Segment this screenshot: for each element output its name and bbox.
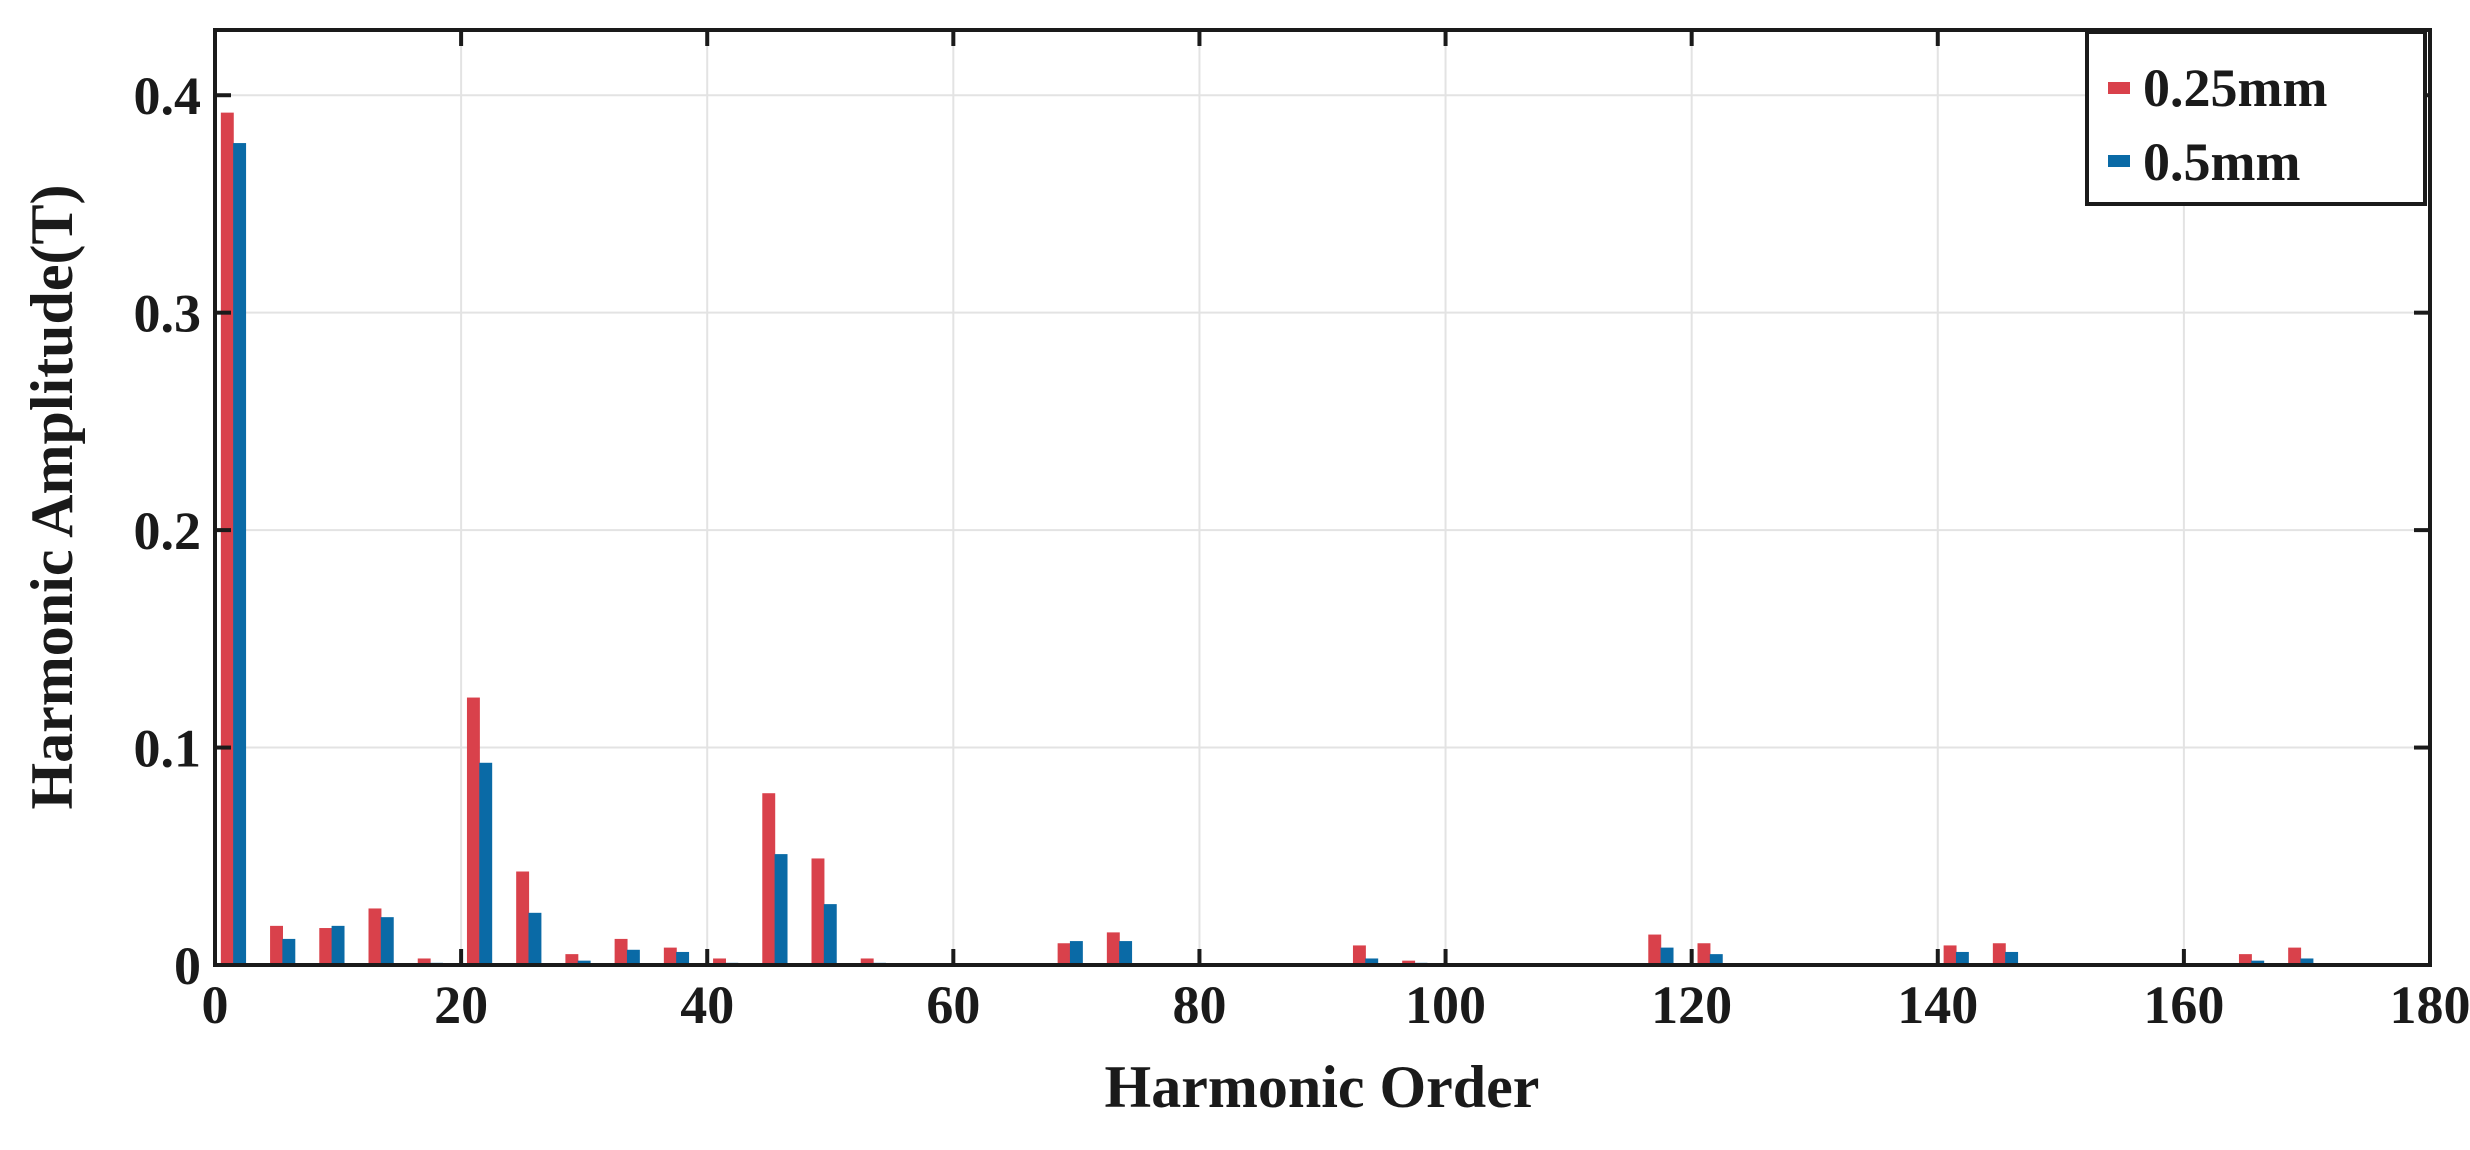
y-tick-label: 0.2	[134, 501, 202, 561]
bar-0.25mm-h17	[417, 958, 431, 965]
bar-0.5mm-h50	[823, 904, 837, 965]
bar-0.25mm-h73	[1106, 932, 1120, 965]
bar-0.25mm-h145	[1992, 943, 2006, 965]
bar-0.25mm-h165	[2238, 954, 2252, 965]
bar-0.5mm-h70	[1069, 941, 1083, 965]
bar-0.5mm-h46	[774, 854, 788, 965]
bar-0.25mm-h69	[1057, 943, 1071, 965]
bar-0.5mm-h170	[2300, 958, 2314, 965]
bar-0.25mm-h53	[860, 958, 874, 965]
y-tick-label: 0.3	[134, 284, 202, 344]
bar-0.25mm-h121	[1697, 943, 1711, 965]
plot-background	[215, 30, 2430, 965]
bar-0.25mm-h93	[1352, 945, 1366, 965]
y-axis-title: Harmonic Amplitude(T)	[19, 185, 85, 810]
y-tick-label: 0.4	[134, 66, 202, 126]
x-tick-label: 0	[202, 975, 229, 1035]
bar-0.25mm-h21	[466, 697, 480, 965]
bar-0.5mm-h6	[282, 938, 296, 965]
bar-0.5mm-h22	[479, 762, 493, 965]
bar-0.5mm-h94	[1365, 958, 1379, 965]
bar-0.25mm-h13	[368, 908, 382, 965]
x-tick-label: 140	[1897, 975, 1978, 1035]
bar-0.25mm-h97	[1402, 960, 1416, 965]
bar-0.5mm-h146	[2005, 951, 2019, 965]
bar-0.5mm-h14	[380, 917, 394, 965]
bar-0.25mm-h9	[319, 928, 333, 965]
bar-0.5mm-h118	[1660, 947, 1674, 965]
bar-0.5mm-h74	[1119, 941, 1133, 965]
legend-label-0.25mm: 0.25mm	[2143, 58, 2327, 118]
bars	[220, 112, 2314, 965]
x-tick-label: 160	[2143, 975, 2224, 1035]
x-tick-label: 20	[434, 975, 488, 1035]
bar-0.5mm-h30	[577, 960, 591, 965]
x-tick-label: 100	[1405, 975, 1486, 1035]
bar-0.5mm-h38	[676, 951, 690, 965]
bar-0.5mm-h122	[1709, 954, 1723, 965]
bar-0.25mm-h25	[516, 871, 530, 965]
legend-swatch-0.25mm	[2108, 82, 2130, 94]
x-tick-label: 120	[1651, 975, 1732, 1035]
bar-0.25mm-h29	[565, 954, 579, 965]
bar-0.5mm-h10	[331, 925, 345, 965]
bar-0.25mm-h37	[663, 947, 677, 965]
bar-0.25mm-h141	[1943, 945, 1957, 965]
bar-0.25mm-h41	[713, 958, 726, 965]
x-tick-label: 80	[1172, 975, 1226, 1035]
legend-swatch-0.5mm	[2108, 155, 2130, 167]
bar-0.5mm-h166	[2251, 960, 2265, 965]
legend-box	[2085, 30, 2427, 206]
bar-0.25mm-h117	[1648, 934, 1662, 965]
bar-0.25mm-h45	[762, 793, 776, 965]
y-tick-label: 0	[174, 936, 201, 996]
legend: 0.25mm 0.5mm	[2085, 30, 2427, 206]
bar-0.5mm-h2	[233, 143, 247, 965]
bar-0.5mm-h26	[528, 912, 542, 965]
bar-0.25mm-h5	[270, 925, 283, 965]
bar-0.25mm-h1	[220, 112, 234, 965]
plot-frame	[213, 28, 2432, 967]
x-tick-label: 180	[2390, 975, 2470, 1035]
bar-0.5mm-h34	[626, 949, 640, 965]
tick-labels: 0 20 40 60 80 100 120 140 160 180 0 0.1 0.2 0.3 0.4	[134, 66, 2470, 1035]
x-tick-label: 40	[680, 975, 734, 1035]
y-tick-label: 0.1	[134, 719, 202, 779]
bar-0.5mm-h142	[1955, 951, 1969, 965]
x-tick-label: 60	[926, 975, 980, 1035]
x-axis-title: Harmonic Order	[1105, 1054, 1540, 1120]
legend-label-0.5mm: 0.5mm	[2143, 132, 2300, 192]
bar-0.25mm-h33	[614, 938, 628, 965]
bar-0.25mm-h49	[811, 858, 825, 965]
bar-0.25mm-h169	[2288, 947, 2302, 965]
